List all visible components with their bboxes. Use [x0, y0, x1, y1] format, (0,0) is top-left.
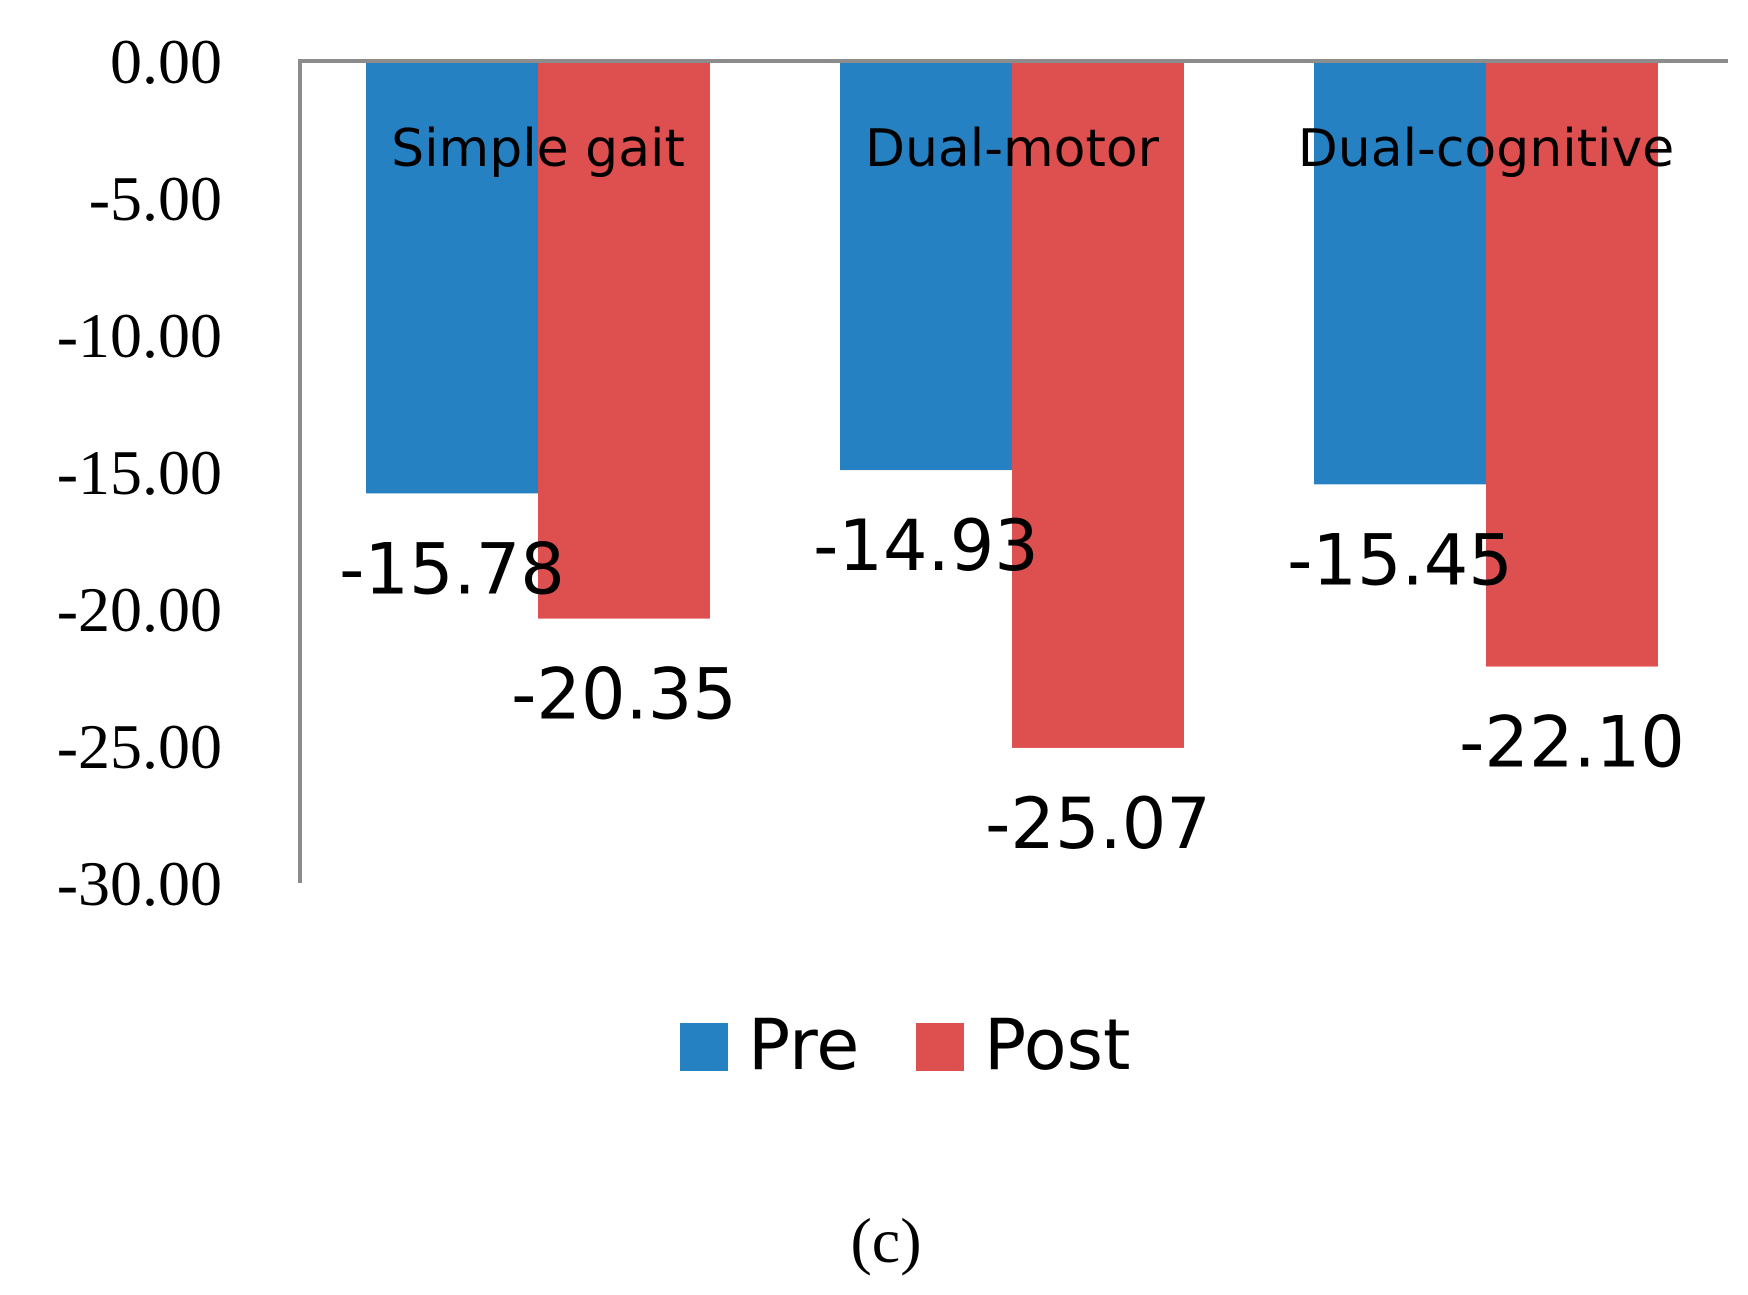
bar-post-2 [1012, 61, 1184, 748]
legend-item-pre: Pre [680, 1004, 859, 1086]
bar-pre-1 [366, 61, 538, 494]
y-tick-label: -10.00 [57, 300, 222, 371]
legend-item-post: Post [916, 1004, 1130, 1086]
y-tick-label: -15.00 [57, 437, 222, 508]
legend-swatch [680, 1023, 728, 1071]
category-label: Dual-motor [865, 119, 1160, 179]
legend: Pre Post [680, 1004, 1130, 1086]
legend-label: Pre [748, 1004, 859, 1086]
category-label: Dual-cognitive [1298, 119, 1675, 179]
data-label-pre: -15.45 [1287, 519, 1513, 601]
data-label-pre: -14.93 [813, 505, 1039, 587]
bar-post-3 [1486, 61, 1658, 667]
legend-label: Post [984, 1004, 1130, 1086]
bar-pre-2 [840, 61, 1012, 471]
category-label: Simple gait [391, 119, 685, 179]
y-tick-label: -20.00 [57, 574, 222, 645]
panel-label: (c) [850, 1205, 921, 1276]
category-labels: Simple gait Dual-motor Dual-cognitive [391, 119, 1674, 179]
y-tick-label: 0.00 [110, 26, 222, 97]
data-label-post: -22.10 [1459, 702, 1685, 784]
bar-post-1 [538, 61, 710, 619]
data-label-post: -25.07 [985, 783, 1211, 865]
y-tick-label: -30.00 [57, 848, 222, 919]
data-labels: -15.78 -20.35 -14.93 -25.07 -15.45 -22.10 [339, 505, 1685, 865]
data-label-post: -20.35 [511, 654, 737, 736]
data-label-pre: -15.78 [339, 528, 565, 610]
axes [298, 59, 1728, 883]
y-axis-ticks: 0.00 -5.00 -10.00 -15.00 -20.00 -25.00 -30.00 [57, 26, 222, 919]
legend-swatch [916, 1023, 964, 1071]
bars [366, 61, 1658, 748]
y-tick-label: -25.00 [57, 711, 222, 782]
y-tick-label: -5.00 [89, 163, 222, 234]
bar-pre-3 [1314, 61, 1486, 485]
